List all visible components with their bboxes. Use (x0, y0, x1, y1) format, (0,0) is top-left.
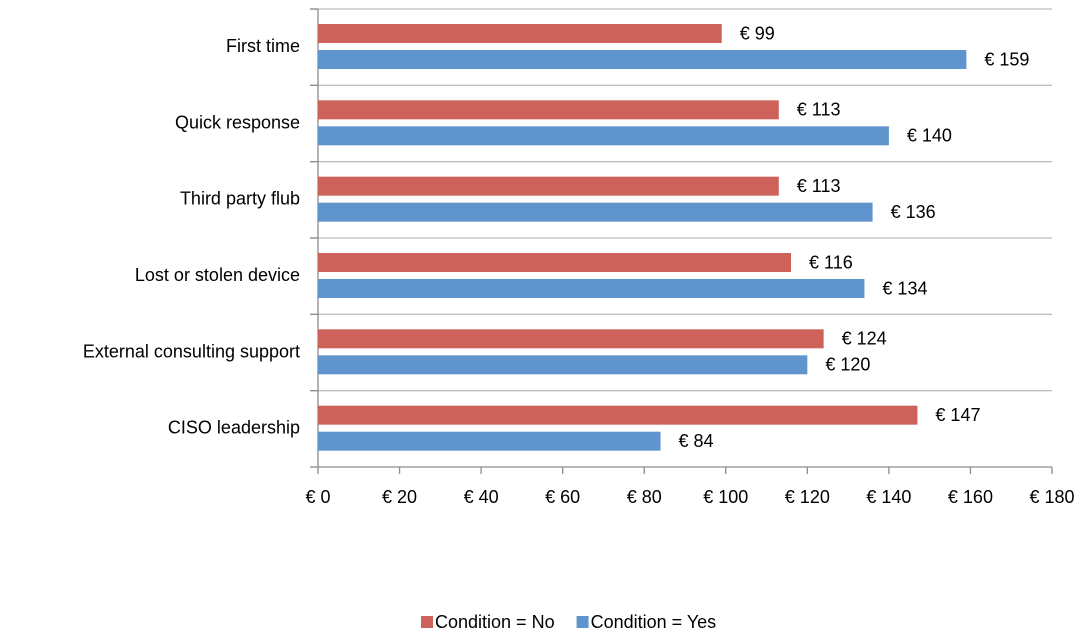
y-tick-label: Third party flub (180, 189, 300, 209)
x-tick-label: € 140 (866, 487, 911, 507)
legend-label: Condition = Yes (591, 612, 717, 632)
bar (318, 176, 779, 196)
y-tick-label: External consulting support (83, 341, 300, 361)
data-label: € 120 (825, 355, 870, 375)
data-label: € 136 (891, 202, 936, 222)
data-label: € 140 (907, 126, 952, 146)
y-tick-label: CISO leadership (168, 418, 300, 438)
legend-swatch (576, 616, 589, 628)
y-tick-label: Lost or stolen device (135, 265, 300, 285)
bar (318, 431, 661, 451)
y-tick-label: Quick response (175, 112, 300, 132)
x-tick-label: € 160 (948, 487, 993, 507)
legend-label: Condition = No (435, 612, 555, 632)
x-tick-label: € 20 (382, 487, 417, 507)
bar (318, 24, 722, 43)
x-tick-label: € 120 (785, 487, 830, 507)
data-label: € 113 (797, 176, 841, 196)
bar (318, 202, 873, 222)
legend-swatch (421, 616, 433, 628)
bar (318, 50, 967, 69)
bar (318, 253, 792, 272)
data-label: € 124 (842, 329, 887, 349)
data-label: € 113 (797, 100, 841, 120)
bar (318, 405, 918, 425)
data-label: € 116 (809, 252, 853, 272)
bar (318, 355, 808, 375)
x-tick-label: € 60 (545, 487, 580, 507)
data-label: € 147 (935, 405, 980, 425)
x-tick-label: € 180 (1029, 487, 1074, 507)
x-tick-label: € 80 (627, 487, 662, 507)
data-label: € 99 (740, 23, 775, 43)
data-label: € 134 (882, 278, 927, 298)
x-tick-label: € 40 (464, 487, 499, 507)
x-tick-label: € 0 (305, 487, 330, 507)
y-tick-label: First time (226, 36, 300, 56)
x-tick-label: € 100 (703, 487, 748, 507)
bar (318, 126, 889, 146)
bar (318, 329, 824, 349)
data-label: € 159 (984, 49, 1029, 69)
bar (318, 279, 865, 298)
bar (318, 100, 779, 120)
data-label: € 84 (679, 431, 714, 451)
